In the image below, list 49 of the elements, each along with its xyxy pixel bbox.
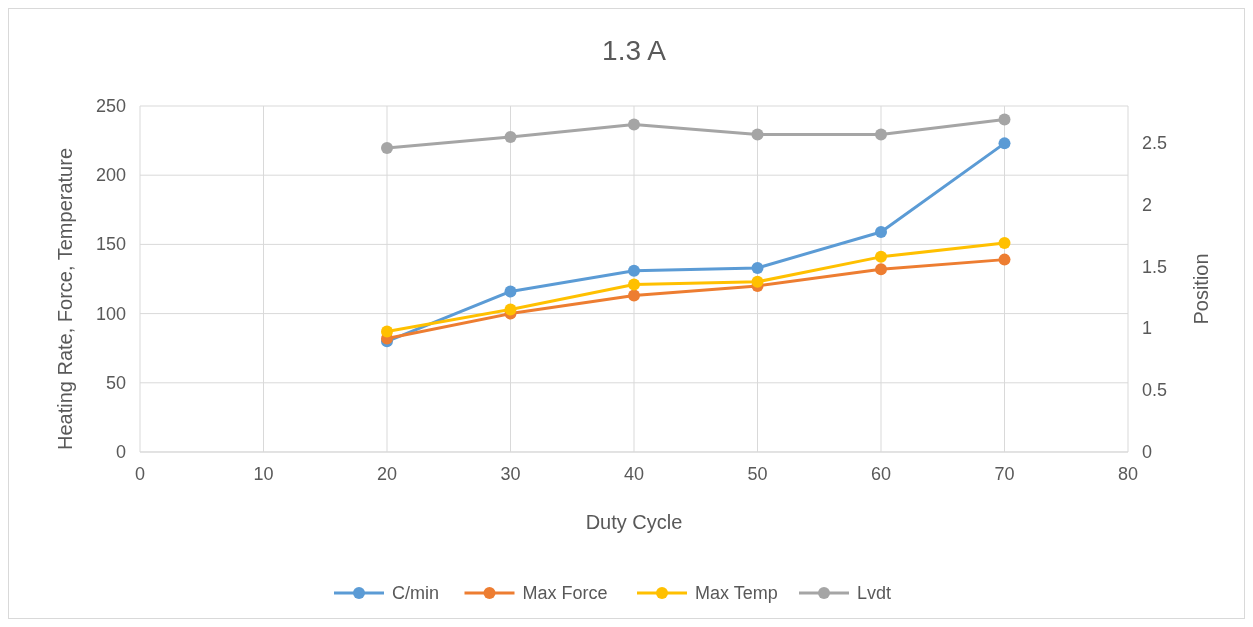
point bbox=[998, 137, 1011, 150]
point bbox=[875, 263, 887, 276]
y-tick-label: 100 bbox=[95, 303, 126, 324]
x-tick-label: 20 bbox=[376, 464, 398, 484]
x-tick-label: 30 bbox=[500, 464, 521, 484]
x-tick-label: 50 bbox=[747, 464, 768, 484]
x-tick-label: 10 bbox=[253, 464, 274, 484]
y-tick-label: 0 bbox=[115, 442, 126, 462]
x-axis-title: Duty Cycle bbox=[585, 511, 683, 533]
point bbox=[751, 275, 764, 288]
legend-label: Max Temp bbox=[695, 583, 778, 603]
y-tick-label: 150 bbox=[95, 234, 126, 255]
y-axis-title: Heating Rate, Force, Temperature bbox=[54, 147, 76, 451]
point bbox=[875, 225, 887, 238]
point bbox=[504, 285, 517, 298]
chart-title: 1.3 A bbox=[602, 35, 667, 66]
point bbox=[628, 278, 640, 291]
point bbox=[628, 289, 640, 302]
x-tick-label: 0 bbox=[134, 464, 146, 484]
point bbox=[751, 261, 764, 274]
point bbox=[875, 250, 887, 263]
point bbox=[381, 142, 393, 155]
y2-tick-label: 0.5 bbox=[1142, 380, 1168, 401]
legend-label: Lvdt bbox=[857, 583, 892, 603]
y2-tick-label: 0 bbox=[1142, 442, 1153, 462]
y-tick-label: 200 bbox=[95, 165, 126, 186]
y2-axis-title: Position bbox=[1190, 253, 1212, 325]
x-tick-label: 40 bbox=[623, 464, 645, 484]
point bbox=[751, 128, 764, 141]
point bbox=[875, 128, 887, 141]
y2-tick-label: 2.5 bbox=[1142, 133, 1168, 154]
point bbox=[504, 303, 517, 316]
point bbox=[998, 253, 1011, 266]
y-tick-label: 250 bbox=[95, 96, 126, 116]
point bbox=[628, 118, 640, 131]
point bbox=[628, 264, 640, 277]
legend-label: Max Force bbox=[522, 583, 608, 603]
point bbox=[381, 325, 393, 338]
point bbox=[998, 237, 1011, 250]
point bbox=[998, 113, 1011, 126]
y2-tick-label: 1 bbox=[1142, 318, 1153, 339]
x-tick-label: 60 bbox=[870, 464, 892, 484]
x-tick-label: 70 bbox=[994, 464, 1015, 484]
legend-label: C/min bbox=[392, 583, 440, 603]
y-tick-label: 50 bbox=[105, 372, 126, 393]
y2-tick-label: 1.5 bbox=[1142, 256, 1168, 277]
x-tick-label: 80 bbox=[1117, 464, 1139, 484]
point bbox=[504, 130, 517, 143]
y2-tick-label: 2 bbox=[1142, 194, 1153, 215]
